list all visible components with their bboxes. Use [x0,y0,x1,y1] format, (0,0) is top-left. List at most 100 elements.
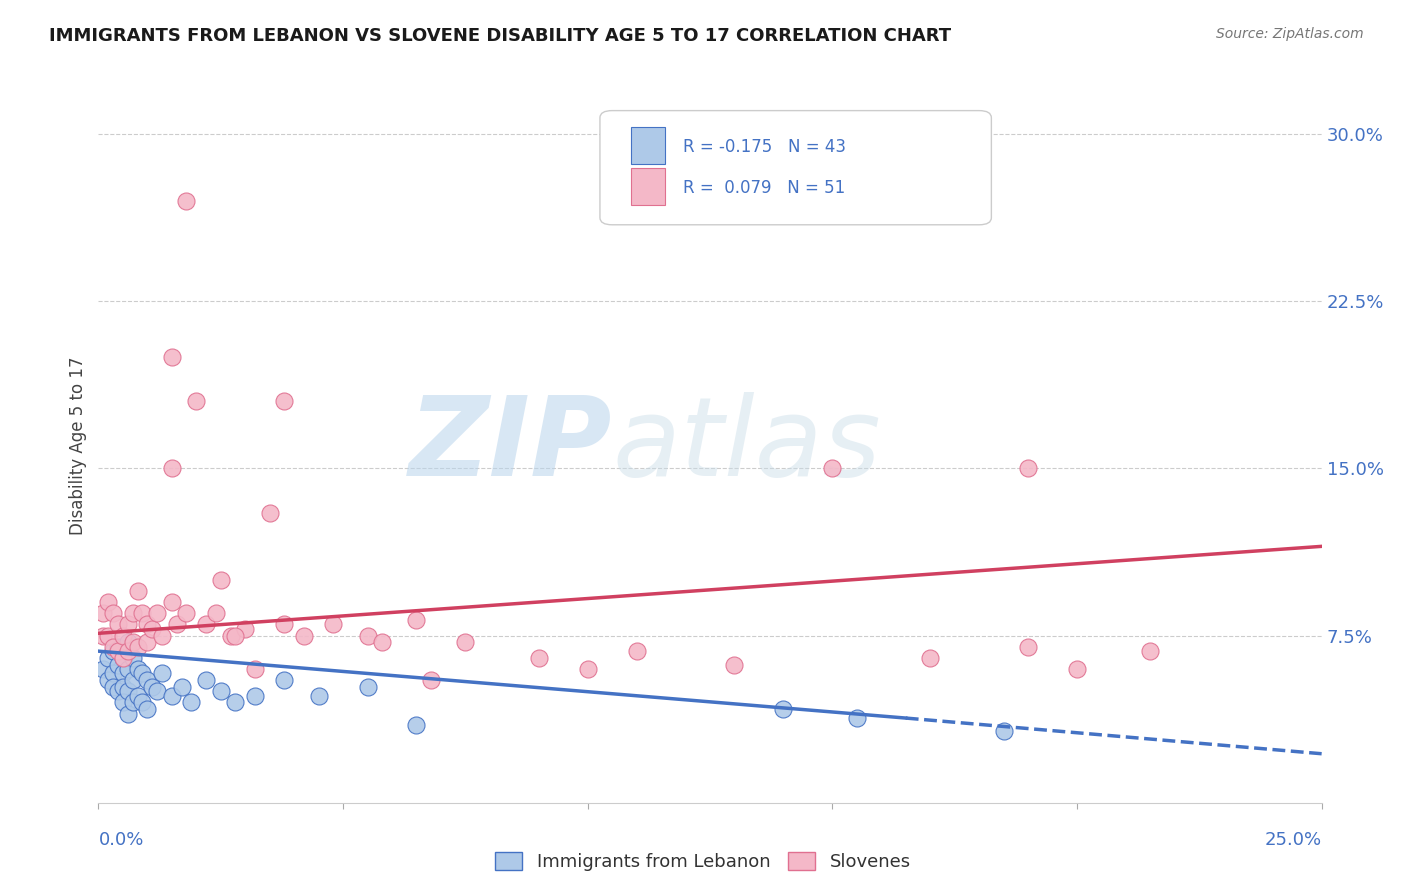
Point [111,666,134,681]
Point [170,680,193,694]
Point [1017,640,1039,654]
Point [101,640,124,654]
FancyBboxPatch shape [600,111,991,225]
Y-axis label: Disability Age 5 to 17: Disability Age 5 to 17 [69,357,87,535]
Point [101,644,124,658]
Point [131,666,153,681]
Point [101,607,124,621]
Point [993,724,1015,739]
Point [195,673,218,687]
Point [107,617,129,632]
Point [141,680,163,694]
Point [224,696,246,710]
Point [97,595,120,609]
Point [107,684,129,698]
Point [136,617,159,632]
Point [150,628,173,642]
Point [821,461,844,475]
Point [1139,644,1161,658]
Point [160,689,183,703]
Point [121,696,143,710]
Point [166,617,188,632]
Point [219,628,242,642]
Point [160,350,183,364]
Text: atlas: atlas [612,392,880,500]
Point [101,666,124,681]
Point [97,628,120,642]
FancyBboxPatch shape [630,127,665,164]
Point [117,644,139,658]
Point [97,673,120,687]
Point [136,673,159,687]
Point [150,666,173,681]
Point [454,635,477,649]
Point [405,717,427,731]
Legend: Immigrants from Lebanon, Slovenes: Immigrants from Lebanon, Slovenes [488,845,918,879]
Point [205,607,228,621]
Point [1017,461,1039,475]
Point [273,617,295,632]
Point [186,394,208,409]
Point [1066,662,1088,676]
Point [141,622,163,636]
Point [111,680,134,694]
Point [356,628,378,642]
Point [273,394,295,409]
Point [107,640,129,654]
Point [259,506,281,520]
Point [146,684,169,698]
Text: R = -0.175   N = 43: R = -0.175 N = 43 [683,138,846,156]
Point [131,696,153,710]
Text: ZIP: ZIP [409,392,612,500]
Point [371,635,394,649]
Point [405,613,427,627]
Point [772,702,794,716]
Point [845,711,868,725]
Point [121,607,143,621]
Point [243,689,266,703]
Point [180,696,202,710]
Point [101,680,124,694]
Point [176,607,198,621]
Point [420,673,443,687]
Point [117,617,139,632]
Point [136,635,159,649]
Point [117,635,139,649]
Text: R =  0.079   N = 51: R = 0.079 N = 51 [683,178,845,196]
Point [136,702,159,716]
Point [91,662,114,676]
Point [723,657,745,672]
Point [127,689,149,703]
Point [121,673,143,687]
Point [117,684,139,698]
Point [233,622,256,636]
Point [176,194,198,208]
Point [146,607,169,621]
Point [111,651,134,665]
Point [322,617,344,632]
Point [308,689,330,703]
Point [111,651,134,665]
Point [243,662,266,676]
Point [107,657,129,672]
Point [273,673,295,687]
Point [195,617,218,632]
Point [121,651,143,665]
Point [127,640,149,654]
Point [121,635,143,649]
Point [107,644,129,658]
Point [117,706,139,721]
Text: 25.0%: 25.0% [1264,831,1322,849]
Point [117,662,139,676]
Point [209,684,232,698]
Point [111,696,134,710]
Point [127,662,149,676]
Point [209,573,232,587]
Point [527,651,550,665]
Point [91,628,114,642]
Point [127,583,149,598]
Point [160,461,183,475]
Point [131,607,153,621]
Point [111,628,134,642]
Point [292,628,315,642]
